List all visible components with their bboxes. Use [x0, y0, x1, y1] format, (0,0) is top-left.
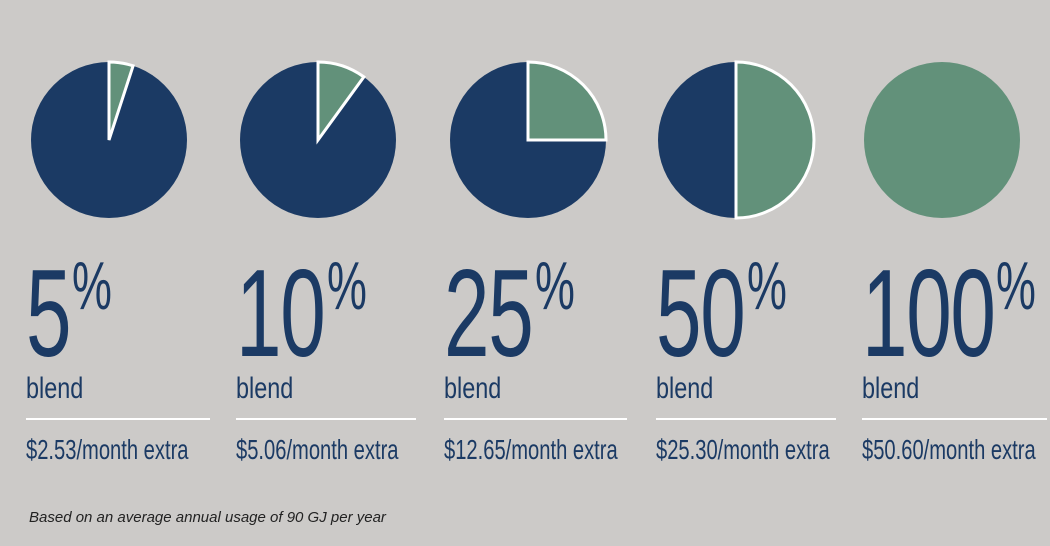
monthly-cost: $25.30/month extra [656, 434, 830, 465]
blend-pie-chart [31, 60, 187, 218]
percent-symbol: % [72, 248, 113, 324]
divider [862, 418, 1047, 420]
blend-percentage: 10% [236, 252, 387, 376]
blend-percentage: 25% [444, 252, 595, 376]
percent-symbol: % [534, 248, 575, 324]
blend-percentage-value: 5 [26, 245, 72, 383]
monthly-cost: $5.06/month extra [236, 434, 399, 465]
blend-label: blend [236, 372, 294, 405]
blend-percentage: 50% [656, 252, 807, 376]
blend-pie-chart [658, 60, 816, 220]
blend-pie-chart [240, 60, 396, 218]
renewable-slice [734, 60, 816, 220]
divider [236, 418, 416, 420]
blend-pie-chart [864, 62, 1020, 218]
divider [444, 418, 627, 420]
blend-percentage-value: 100 [862, 245, 996, 383]
blend-percentage-value: 10 [236, 245, 326, 383]
blend-label: blend [26, 372, 84, 405]
blend-percentage: 5% [26, 252, 133, 376]
renewable-slice [526, 60, 608, 142]
monthly-cost: $50.60/month extra [862, 434, 1036, 465]
blend-percentage-value: 50 [656, 245, 746, 383]
monthly-cost: $12.65/month extra [444, 434, 618, 465]
renewable-slice [107, 60, 135, 141]
renewable-slice [316, 60, 366, 145]
percent-symbol: % [746, 248, 787, 324]
footnote: Based on an average annual usage of 90 G… [29, 509, 386, 526]
renewable-slice [864, 62, 1020, 218]
divider [656, 418, 836, 420]
blend-percentage: 100% [862, 252, 1050, 376]
blend-pie-chart [450, 60, 608, 218]
monthly-cost: $2.53/month extra [26, 434, 189, 465]
blend-percentage-value: 25 [444, 245, 534, 383]
divider [26, 418, 210, 420]
percent-symbol: % [326, 248, 367, 324]
percent-symbol: % [996, 248, 1037, 324]
blend-label: blend [862, 372, 920, 405]
blend-label: blend [444, 372, 502, 405]
blend-label: blend [656, 372, 714, 405]
